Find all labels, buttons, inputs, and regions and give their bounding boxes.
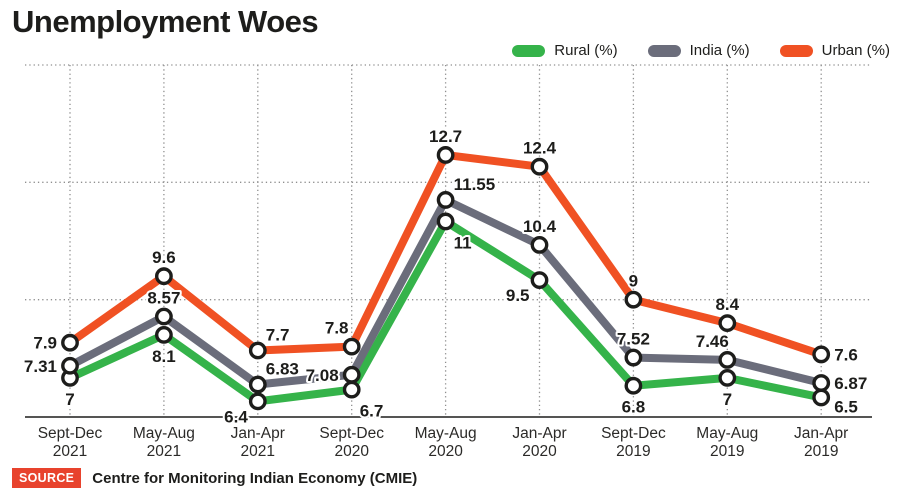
- x-axis-category-label: May-Aug 2020: [415, 425, 477, 460]
- data-point-marker: [248, 341, 267, 360]
- data-point-label: 10.4: [523, 217, 557, 236]
- data-point-marker: [154, 307, 173, 326]
- data-point-marker: [342, 337, 361, 356]
- urban-swatch-icon: [779, 44, 813, 57]
- data-point-label: 6.7: [360, 402, 384, 421]
- data-point-marker: [812, 388, 831, 407]
- x-axis-category-label: Sept-Dec 2019: [601, 425, 666, 460]
- data-point-label: 9.6: [152, 248, 176, 267]
- data-point-label: 6.87: [834, 374, 867, 393]
- legend-item-rural: Rural (%): [512, 42, 618, 59]
- data-point-marker: [61, 356, 79, 375]
- data-point-marker: [812, 374, 831, 392]
- data-point-label: 6.4: [224, 407, 248, 426]
- data-point-marker: [342, 380, 361, 399]
- source-row: SOURCE Centre for Monitoring Indian Econ…: [12, 468, 417, 488]
- data-point-label: 12.4: [523, 139, 557, 158]
- data-point-marker: [342, 365, 361, 384]
- legend-label-urban: Urban (%): [821, 42, 890, 59]
- legend-item-india: India (%): [647, 42, 750, 59]
- data-point-label: 7.9: [33, 334, 57, 353]
- data-point-marker: [624, 376, 643, 395]
- data-point-label: 7.52: [617, 330, 650, 349]
- x-axis-category-label: May-Aug 2021: [133, 425, 195, 460]
- x-axis-category-label: Jan-Apr 2021: [231, 425, 285, 460]
- india-swatch-icon: [647, 44, 681, 57]
- data-point-label: 8.1: [152, 347, 176, 366]
- data-point-marker: [61, 333, 79, 352]
- data-point-label: 6.83: [266, 360, 299, 379]
- data-point-label: 7.7: [266, 326, 290, 345]
- data-point-label: 7.6: [834, 345, 858, 364]
- data-point-label: 7.08: [306, 366, 339, 385]
- x-axis-category-label: Jan-Apr 2020: [512, 425, 566, 460]
- data-point-marker: [718, 368, 737, 387]
- legend-label-india: India (%): [689, 42, 750, 59]
- data-point-marker: [812, 345, 831, 364]
- data-point-marker: [436, 212, 455, 231]
- source-badge: SOURCE: [12, 468, 82, 488]
- data-point-label: 7: [723, 390, 732, 409]
- x-axis-category-label: Sept-Dec 2021: [38, 425, 103, 460]
- data-point-label: 6.5: [834, 397, 858, 416]
- data-point-label: 9.5: [506, 286, 530, 305]
- data-point-marker: [436, 191, 455, 209]
- data-point-marker: [530, 236, 549, 254]
- source-text: Centre for Monitoring Indian Economy (CM…: [92, 469, 418, 487]
- data-point-marker: [154, 325, 173, 344]
- data-point-label: 7.8: [325, 319, 349, 338]
- data-point-marker: [154, 267, 173, 286]
- data-point-label: 11: [454, 233, 472, 252]
- data-point-label: 8.4: [715, 295, 739, 314]
- data-point-marker: [624, 348, 643, 367]
- x-axis-category-label: Sept-Dec 2020: [319, 425, 384, 460]
- data-point-label: 7: [65, 390, 74, 409]
- data-point-label: 12.7: [429, 127, 462, 146]
- data-point-label: 6.8: [622, 398, 646, 417]
- data-point-marker: [248, 375, 267, 394]
- legend: Rural (%) India (%) Urban (%): [512, 42, 890, 59]
- legend-item-urban: Urban (%): [779, 42, 890, 59]
- x-axis-category-label: Jan-Apr 2019: [794, 425, 848, 460]
- data-point-marker: [624, 290, 643, 309]
- data-point-marker: [718, 314, 737, 333]
- x-axis-category-label: May-Aug 2019: [696, 425, 758, 460]
- data-point-marker: [530, 271, 549, 290]
- data-point-label: 11.55: [454, 175, 496, 194]
- data-point-label: 8.57: [147, 288, 180, 307]
- data-point-marker: [530, 157, 549, 176]
- data-point-label: 9: [629, 272, 638, 291]
- data-point-marker: [718, 350, 737, 369]
- legend-label-rural: Rural (%): [554, 42, 618, 59]
- data-point-label: 7.46: [696, 332, 729, 351]
- data-point-marker: [248, 392, 267, 411]
- page-title: Unemployment Woes: [12, 4, 319, 39]
- data-point-label: 7.31: [24, 357, 57, 376]
- data-point-marker: [436, 146, 455, 164]
- rural-swatch-icon: [512, 44, 546, 57]
